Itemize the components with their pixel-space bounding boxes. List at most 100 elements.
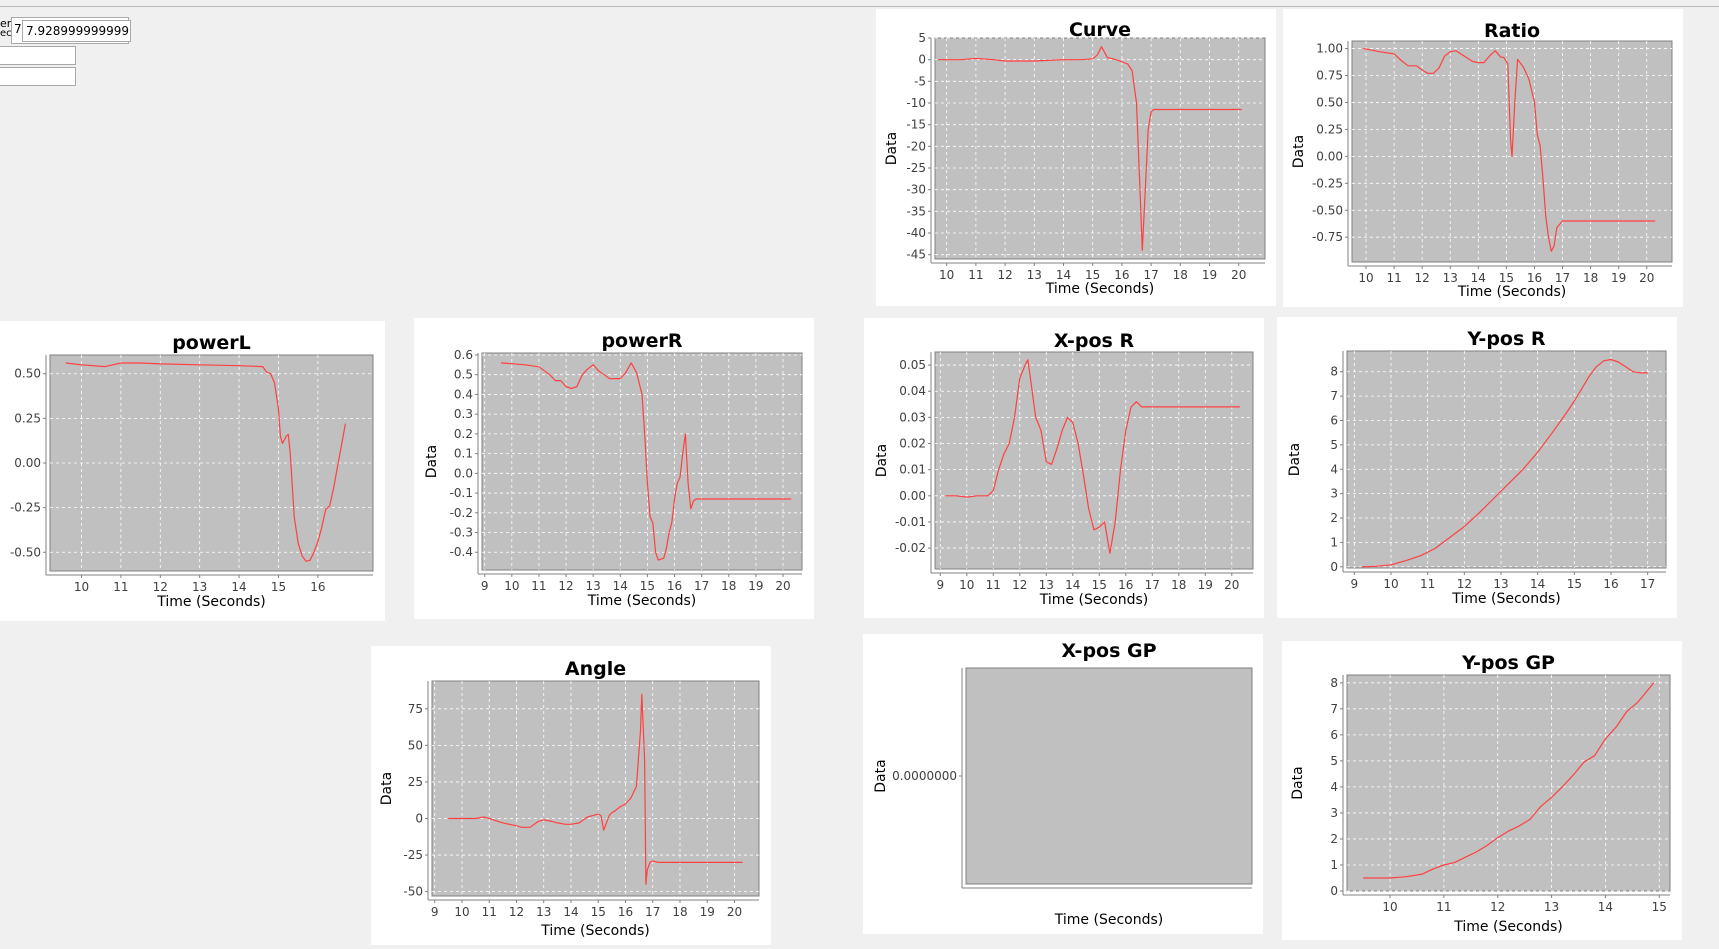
y-tick-label: 0.0000000 <box>892 769 957 783</box>
y-tick-label: 0.01 <box>899 463 926 477</box>
x-axis-label: Time (Seconds) <box>1457 284 1566 300</box>
y-tick-label: 50 <box>408 738 423 752</box>
y-tick-label: 0.25 <box>1316 122 1343 136</box>
y-tick-label: -50 <box>403 885 423 899</box>
y-tick-label: -10 <box>906 96 926 110</box>
y-tick-label: -0.25 <box>10 501 41 515</box>
chart-powerL-svg: powerL 10 11 12 13 14 15 16 0.50 0.25 0.00 -0.25 -0.… <box>0 332 374 610</box>
plot-area <box>1346 350 1667 569</box>
y-axis-label: Data <box>1291 135 1307 168</box>
y-axis-label: Data <box>0 446 2 479</box>
x-tick-label: 15 <box>1085 268 1100 282</box>
x-tick-label: 16 <box>667 579 682 593</box>
x-tick-label: 10 <box>959 578 974 592</box>
y-tick-label: 3 <box>1330 487 1338 501</box>
y-tick-label: 0 <box>1330 884 1338 898</box>
x-axis-label: Time (Seconds) <box>540 923 649 939</box>
chart-title: Curve <box>1069 19 1131 41</box>
y-tick-label: 5 <box>1330 754 1338 768</box>
plot-area <box>934 37 1266 260</box>
y-tick-label: -25 <box>403 848 423 862</box>
chart-title: Y-pos GP <box>1461 652 1555 674</box>
y-tick-label: -35 <box>906 204 926 218</box>
x-tick-label: 15 <box>1567 577 1582 591</box>
y-axis-label: Data <box>1290 766 1306 799</box>
input-field-3[interactable] <box>0 67 76 86</box>
y-tick-label: -0.3 <box>450 526 473 540</box>
chart-angle-svg: Angle 9 10 11 12 13 14 15 16 17 18 19 20 75 50 25 0 -25 -5… <box>379 658 760 939</box>
chart-powerL: powerL 10 11 12 13 14 15 16 0.50 0.25 0.00 -0.25 -0.… <box>0 321 385 621</box>
chart-curve: Curve 10 11 12 13 14 15 16 17 18 19 20 5 0 -5 -10 -15 -20… <box>876 9 1276 306</box>
x-axis-label: Time (Seconds) <box>1453 919 1562 935</box>
series-line <box>500 362 792 561</box>
y-tick-label: 8 <box>1330 676 1338 690</box>
x-tick-label: 14 <box>1056 268 1071 282</box>
top-divider <box>0 6 1719 7</box>
y-tick-label: -0.2 <box>450 506 473 520</box>
x-tick-label: 12 <box>558 579 573 593</box>
x-tick-label: 17 <box>1145 578 1160 592</box>
x-tick-label: 14 <box>1065 578 1080 592</box>
x-tick-label: 20 <box>1231 268 1246 282</box>
x-tick-label: 16 <box>1114 268 1129 282</box>
y-tick-label: 1 <box>1330 535 1338 549</box>
x-tick-label: 9 <box>431 905 439 919</box>
y-tick-label: 0.00 <box>14 456 41 470</box>
x-tick-label: 18 <box>672 905 687 919</box>
x-axis-label: Time (Seconds) <box>587 593 696 609</box>
y-tick-label: 0.03 <box>899 410 926 424</box>
y-tick-label: 4 <box>1330 780 1338 794</box>
x-tick-label: 19 <box>700 905 715 919</box>
x-tick-label: 20 <box>727 905 742 919</box>
x-tick-label: 14 <box>231 580 246 594</box>
x-tick-label: 13 <box>1493 577 1508 591</box>
x-tick-label: 10 <box>1382 900 1397 914</box>
input-field-2[interactable] <box>0 46 76 65</box>
x-tick-label: 11 <box>968 268 983 282</box>
x-tick-label: 16 <box>618 905 633 919</box>
y-axis-label: Data <box>873 759 889 792</box>
x-tick-label: 10 <box>939 268 954 282</box>
value-field[interactable]: 7.92899999999999 <box>22 20 131 42</box>
x-tick-label: 11 <box>1386 271 1401 285</box>
x-tick-label: 15 <box>271 580 286 594</box>
y-tick-label: -0.4 <box>450 545 473 559</box>
x-tick-label: 19 <box>1202 268 1217 282</box>
x-tick-label: 10 <box>1383 577 1398 591</box>
y-tick-label: 2 <box>1330 832 1338 846</box>
plot-area <box>965 667 1253 885</box>
y-tick-label: 0.3 <box>454 407 473 421</box>
series-line <box>65 362 346 562</box>
y-tick-label: 7 <box>1330 389 1338 403</box>
chart-title: powerL <box>172 332 251 354</box>
series-line <box>945 359 1240 554</box>
y-tick-label: 0.50 <box>14 367 41 381</box>
x-axis-label: Time (Seconds) <box>156 594 265 610</box>
x-tick-label: 12 <box>1457 577 1472 591</box>
x-tick-label: 15 <box>1499 271 1514 285</box>
x-tick-label: 17 <box>1640 577 1655 591</box>
x-tick-label: 10 <box>74 580 89 594</box>
series-line <box>1363 47 1656 252</box>
x-tick-label: 16 <box>310 580 325 594</box>
y-tick-label: -0.50 <box>10 545 41 559</box>
y-tick-label: 1.00 <box>1316 42 1343 56</box>
controls-label-top: er <box>0 18 12 30</box>
series-line <box>448 693 743 885</box>
x-tick-label: 17 <box>1143 268 1158 282</box>
chart-title: X-pos R <box>1054 330 1135 352</box>
x-tick-label: 12 <box>1415 271 1430 285</box>
y-tick-label: 4 <box>1330 462 1338 476</box>
y-tick-label: -20 <box>906 139 926 153</box>
y-tick-label: -0.02 <box>895 541 926 555</box>
y-tick-label: 0.5 <box>454 368 473 382</box>
x-tick-label: 14 <box>1471 271 1486 285</box>
y-tick-label: -40 <box>906 226 926 240</box>
x-tick-label: 20 <box>775 579 790 593</box>
x-tick-label: 12 <box>153 580 168 594</box>
x-tick-label: 12 <box>509 905 524 919</box>
y-axis-label: Data <box>424 445 440 478</box>
y-tick-label: 0.04 <box>899 384 926 398</box>
y-tick-label: -45 <box>906 248 926 262</box>
